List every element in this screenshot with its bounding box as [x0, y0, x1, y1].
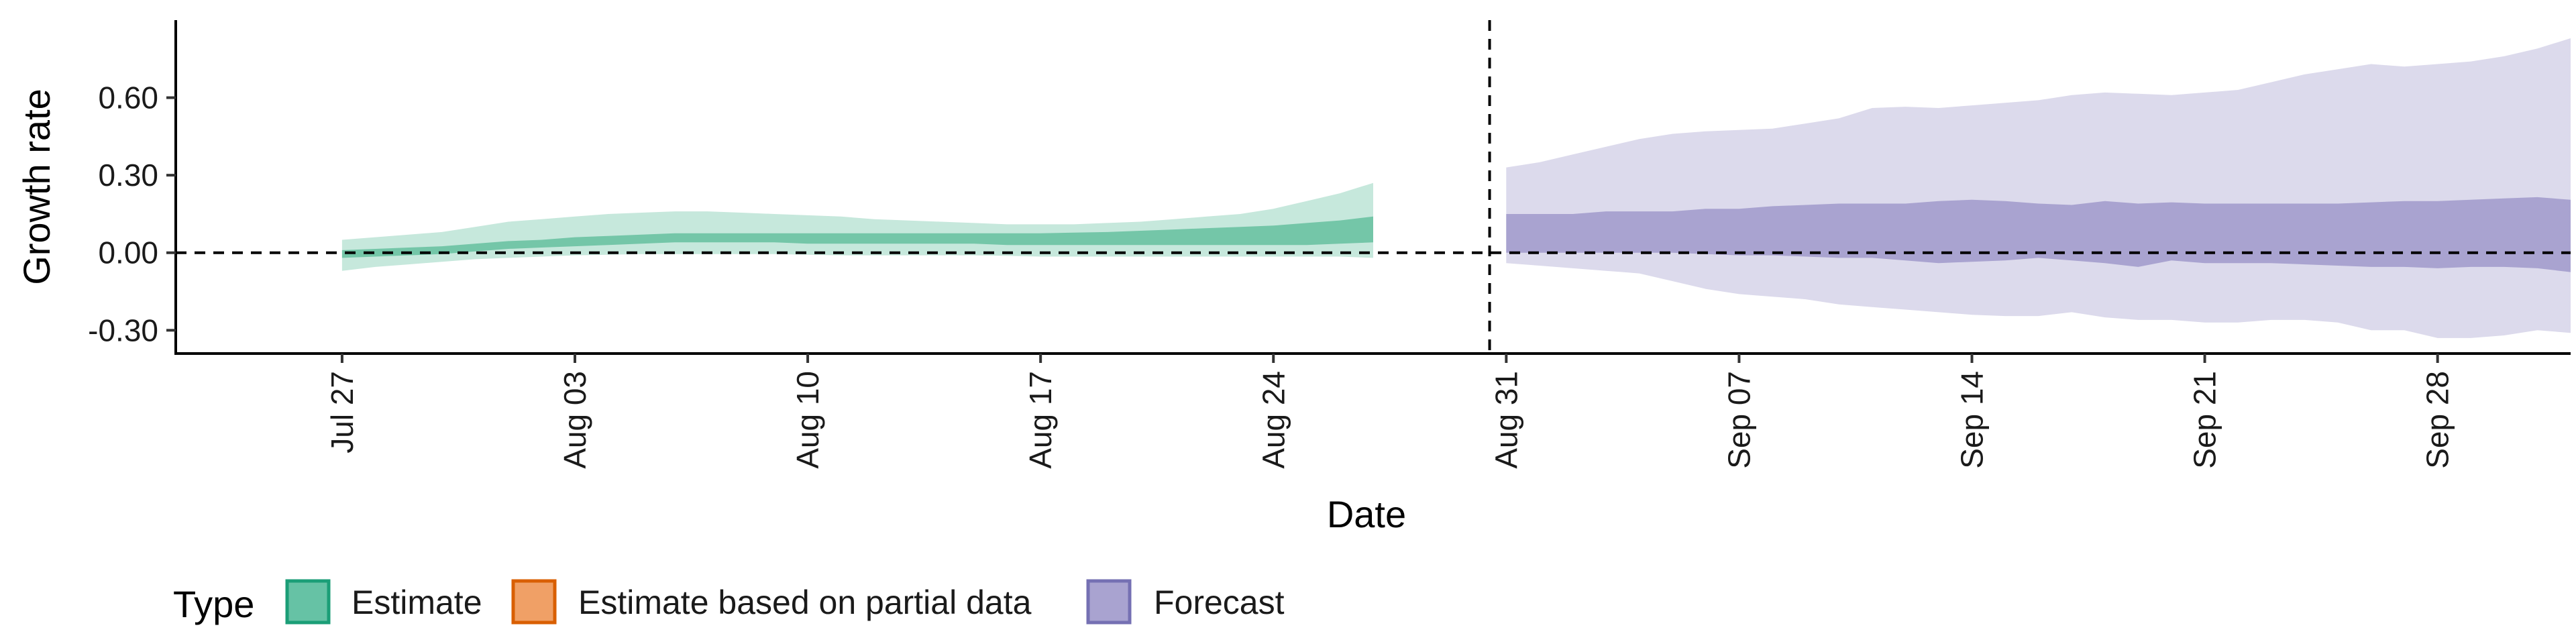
x-tick-label: Aug 31 [1489, 371, 1523, 469]
y-tick-label: 0.00 [98, 235, 158, 270]
x-tick-label: Sep 21 [2188, 371, 2222, 469]
legend-label-forecast: Forecast [1154, 584, 1285, 621]
x-tick-label: Aug 03 [557, 371, 592, 469]
legend-entry-forecast: Forecast [1086, 579, 1285, 625]
x-tick-label: Sep 28 [2420, 371, 2455, 469]
plot-area [176, 20, 2571, 354]
x-axis: Jul 27 Aug 03 Aug 10 Aug 17 Aug 24 Aug 31 Sep … [174, 352, 2571, 535]
x-tick-label: Aug 10 [790, 371, 825, 469]
legend-entry-estimate: Estimate [285, 579, 482, 625]
x-tick-label: Sep 14 [1955, 371, 1990, 469]
legend-swatch-forecast [1086, 579, 1132, 625]
x-tick-label: Aug 24 [1256, 371, 1291, 469]
y-axis-title: Growth rate [15, 89, 58, 285]
x-tick-label: Sep 07 [1721, 371, 1756, 469]
y-tick-label: 0.30 [98, 158, 158, 193]
legend-title: Type [173, 583, 254, 625]
x-tick-label: Aug 17 [1023, 371, 1058, 469]
x-tick-label: Jul 27 [325, 371, 360, 453]
y-tick-label: 0.60 [98, 80, 158, 115]
x-axis-title: Date [1327, 493, 1406, 535]
legend-label-partial: Estimate based on partial data [578, 584, 1032, 621]
legend-swatch-estimate [285, 579, 331, 625]
legend-swatch-partial [511, 579, 557, 625]
estimate-inner-band [341, 216, 1373, 258]
y-axis-ticks: -0.30 0.00 0.30 0.60 [88, 80, 176, 347]
y-tick-label: -0.30 [88, 313, 158, 347]
forecast-outer-band [1506, 38, 2571, 338]
legend-entry-partial: Estimate based on partial data [511, 579, 1032, 625]
x-axis-ticks: Jul 27 Aug 03 Aug 10 Aug 17 Aug 24 Aug 31 Sep … [325, 354, 2455, 469]
estimate-outer-band [341, 182, 1373, 271]
confidence-bands [341, 38, 2571, 338]
y-axis: -0.30 0.00 0.30 0.60 Growth rate [15, 20, 177, 355]
legend-label-estimate: Estimate [352, 584, 482, 621]
legend: Type Estimate Estimate based on partial … [173, 579, 1285, 625]
